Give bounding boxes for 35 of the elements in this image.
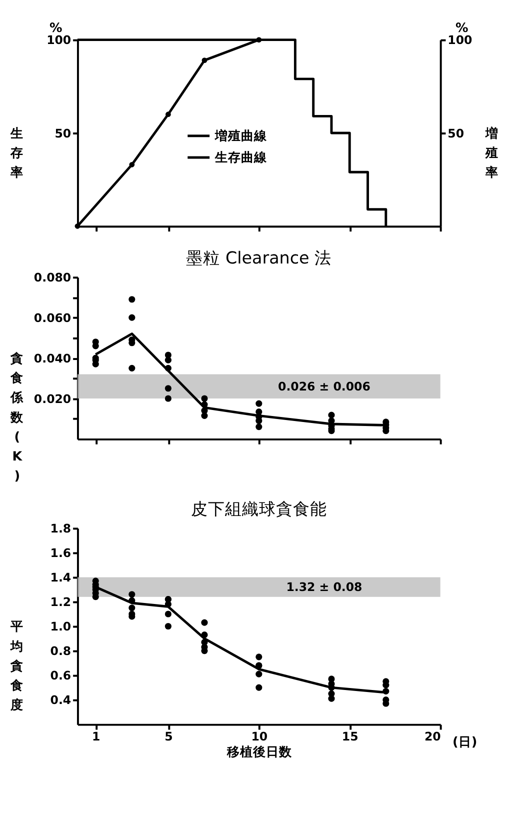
x-tick-label: 1 xyxy=(92,730,100,744)
band-label: 0.026 ± 0.006 xyxy=(278,379,370,394)
y-tick-label: 100 xyxy=(46,33,72,48)
y-axis-title: 生存率 xyxy=(10,126,24,181)
y-tick-label: 1.2 xyxy=(50,595,72,610)
y2-tick-label: 50 xyxy=(448,126,464,140)
y-axis-title: 貪食係数(K) xyxy=(10,350,25,484)
y-tick-label: 1.0 xyxy=(50,620,72,634)
x-tick-label: 20 xyxy=(424,730,441,744)
chart-title: 皮下組織球貪食能 xyxy=(190,499,327,518)
y-tick-label: 0.8 xyxy=(50,644,72,658)
y-tick-label: 0.040 xyxy=(34,351,72,366)
y-tick-label: 1.6 xyxy=(50,546,72,560)
y-tick-label: 1.4 xyxy=(50,570,72,585)
y-tick-label: 0.080 xyxy=(34,270,72,285)
chart-title: 墨粒 Clearance 法 xyxy=(186,248,332,268)
y2-tick-label: 100 xyxy=(448,33,472,48)
legend-label: 増殖曲線 xyxy=(214,128,268,144)
legend-label: 生存曲線 xyxy=(214,150,268,166)
x-axis-title: 移植後日数 xyxy=(226,744,293,760)
y-tick-label: 50 xyxy=(54,126,72,140)
y-tick-label: 0.6 xyxy=(50,668,72,683)
text: (日) xyxy=(452,734,478,750)
y2-axis-title: 増殖率 xyxy=(484,125,498,181)
band-label: 1.32 ± 0.08 xyxy=(286,580,362,594)
x-tick-label: 5 xyxy=(164,730,173,744)
x-tick-label: 15 xyxy=(342,730,358,744)
y-tick-label: 0.020 xyxy=(34,392,72,406)
y-tick-label: 1.8 xyxy=(50,522,72,536)
y-axis-title: 平均貪食度 xyxy=(10,620,24,714)
text: % xyxy=(456,20,469,36)
y-tick-label: 0.060 xyxy=(34,311,72,325)
text: % xyxy=(50,20,63,36)
x-tick-label: 10 xyxy=(251,730,268,744)
y-tick-label: 0.4 xyxy=(50,693,72,708)
